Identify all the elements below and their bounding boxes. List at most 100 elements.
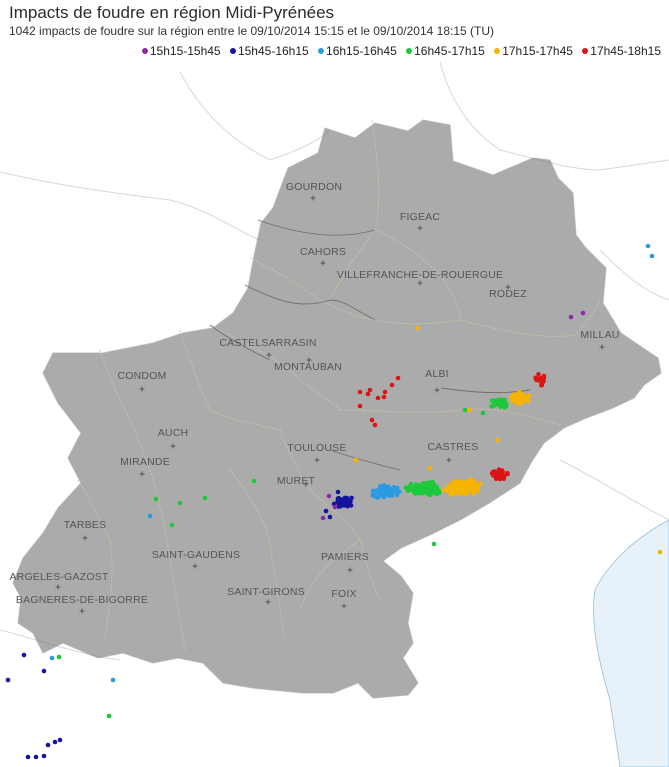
lightning-strike xyxy=(49,655,55,661)
city-marker xyxy=(434,387,440,393)
legend-item-2: 16h15-16h45 xyxy=(318,44,397,58)
lightning-strike xyxy=(367,387,373,393)
lightning-strike xyxy=(320,515,326,521)
legend-dot xyxy=(406,47,413,54)
lightning-strike xyxy=(339,497,344,503)
lightning-strike xyxy=(427,465,433,471)
city-label: MURET xyxy=(277,475,316,487)
neighbour-borders xyxy=(0,62,669,661)
lightning-strike xyxy=(502,397,507,403)
lightning-strike xyxy=(395,375,401,381)
lightning-strike xyxy=(649,253,655,259)
lightning-strike xyxy=(382,389,388,395)
city-label: SAINT-GIRONS xyxy=(227,586,305,598)
lightning-strike xyxy=(33,754,39,760)
lightning-strike xyxy=(56,654,62,660)
lightning-strike xyxy=(337,500,342,506)
lightning-strike xyxy=(510,399,515,404)
city-marker xyxy=(505,284,511,290)
city-marker xyxy=(79,608,85,614)
lightning-strike xyxy=(505,470,510,476)
lightning-strike xyxy=(437,490,442,496)
map-subtitle: 1042 impacts de foudre sur la région ent… xyxy=(9,24,494,38)
lightning-strike xyxy=(429,482,434,488)
lightning-strike xyxy=(357,389,363,395)
sea xyxy=(593,519,669,767)
city-label: CONDOM xyxy=(117,370,166,382)
legend-item-1: 15h45-16h15 xyxy=(229,44,309,58)
lightning-strike xyxy=(449,483,455,489)
lightning-strike xyxy=(455,489,460,494)
lightning-strike xyxy=(541,373,547,379)
lightning-strike xyxy=(153,496,159,502)
legend-item-4: 17h15-17h45 xyxy=(494,44,573,58)
lightning-strike xyxy=(251,478,257,484)
legend: 15h15-15h45 15h45-16h15 16h15-16h45 16h4… xyxy=(136,44,661,58)
legend-dot xyxy=(318,47,325,54)
lightning-strike xyxy=(539,382,544,388)
lightning-strike xyxy=(453,479,458,484)
lightning-strike xyxy=(57,737,63,743)
lightning-strike xyxy=(517,400,523,406)
lightning-strike xyxy=(344,495,350,501)
lightning-strike xyxy=(376,493,382,499)
legend-label: 15h45-16h15 xyxy=(237,44,309,58)
lightning-strike xyxy=(520,393,526,398)
legend-dot xyxy=(229,47,236,54)
lightning-strike xyxy=(389,382,395,388)
lightning-strike xyxy=(381,394,387,400)
lightning-strike xyxy=(495,472,500,477)
lightning-strikes xyxy=(5,243,663,760)
city-label: MONTAUBAN xyxy=(274,361,342,373)
lightning-strike xyxy=(345,503,350,509)
lightning-strike xyxy=(106,713,112,719)
legend-label: 15h15-15h45 xyxy=(149,44,221,58)
city-marker xyxy=(347,567,353,573)
lightning-map: GOURDON FIGEAC CAHORS VILLEFRANCHE-DE-ROUER… xyxy=(0,62,669,767)
lightning-strike xyxy=(25,754,31,760)
inner-borders xyxy=(209,219,531,471)
lightning-strike xyxy=(424,485,429,491)
lightning-strike xyxy=(433,487,438,493)
lightning-strike xyxy=(467,481,473,486)
lightning-strike xyxy=(327,514,333,520)
lightning-strike xyxy=(110,677,116,683)
lightning-strike xyxy=(353,457,359,463)
lightning-strike xyxy=(387,492,393,497)
city-label: BAGNERES-DE-BIGORRE xyxy=(16,594,148,606)
city-marker xyxy=(446,457,452,463)
city-label: VILLEFRANCHE-DE-ROUERGUE xyxy=(337,269,503,281)
lightning-strike xyxy=(418,490,423,495)
lightning-strike xyxy=(394,485,400,491)
lightning-strike xyxy=(45,742,51,748)
lightning-strike xyxy=(527,393,532,398)
lightning-strike xyxy=(459,488,465,494)
city-label: AUCH xyxy=(158,427,189,439)
city-marker xyxy=(314,457,320,463)
legend-dot xyxy=(494,47,501,54)
lightning-strike xyxy=(375,395,381,401)
lightning-strike xyxy=(657,549,663,555)
lightning-strike xyxy=(5,677,11,683)
lightning-strike xyxy=(441,487,447,493)
city-marker xyxy=(82,535,88,541)
lightning-strike xyxy=(472,479,478,485)
lightning-strike xyxy=(645,243,651,249)
lightning-strike xyxy=(365,391,371,397)
city-label: RODEZ xyxy=(489,288,527,300)
lightning-strike xyxy=(52,739,58,745)
lightning-strike xyxy=(332,504,338,510)
lightning-strike xyxy=(323,508,329,514)
lightning-strike xyxy=(357,403,363,409)
lightning-strike xyxy=(478,481,483,486)
lightning-strike xyxy=(326,493,332,499)
lightning-strike xyxy=(411,486,416,491)
lightning-strike xyxy=(514,394,519,400)
city-label: FIGEAC xyxy=(400,211,441,223)
city-marker xyxy=(341,603,347,609)
lightning-strike xyxy=(41,753,47,759)
lightning-strike xyxy=(450,491,456,496)
lightning-strike xyxy=(348,503,354,508)
city-marker xyxy=(55,584,61,590)
lightning-strike xyxy=(335,489,341,495)
